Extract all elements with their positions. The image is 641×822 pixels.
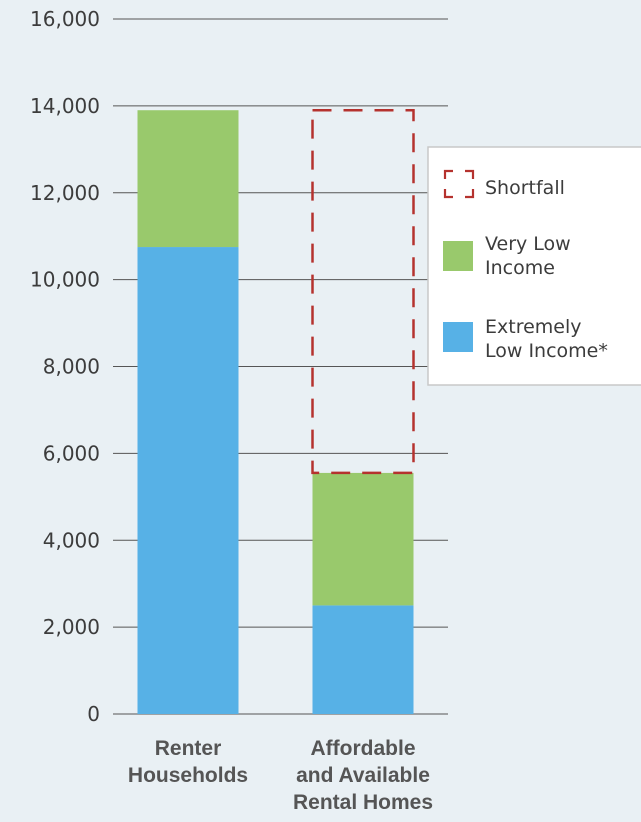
bar-segment: [137, 247, 239, 714]
category-label-line: Households: [128, 764, 248, 787]
category-label: Renter Households: [128, 737, 248, 787]
category-label-line: Affordable: [311, 737, 416, 760]
legend-label-line: Income: [485, 257, 555, 279]
legend-swatch-shortfall: [443, 169, 475, 199]
legend-label-line: Low Income*: [485, 340, 608, 362]
legend-label-line: Extremely: [485, 316, 582, 338]
y-tick-label: 4,000: [43, 528, 100, 552]
bar-segment: [312, 472, 414, 606]
legend: Shortfall Very Low Income Extremely Low Inco…: [427, 146, 641, 386]
bar-segment: [137, 110, 239, 248]
legend-label-line: Very Low: [485, 233, 571, 255]
y-tick-label: 10,000: [30, 268, 100, 292]
legend-label: Shortfall: [485, 177, 565, 199]
legend-label: Extremely Low Income*: [485, 316, 608, 362]
x-axis-category-labels: Renter Households Affordable and Available R…: [128, 737, 433, 814]
category-label: Affordable and Available Rental Homes: [293, 737, 433, 814]
category-label-line: Rental Homes: [293, 791, 433, 814]
y-tick-label: 12,000: [30, 181, 100, 205]
legend-label-line: Shortfall: [485, 177, 565, 199]
legend-label: Very Low Income: [485, 233, 571, 279]
y-axis-tick-labels: 0 2,000 4,000 6,000 8,000 10,000 12,000 14,000 1…: [30, 7, 100, 726]
y-tick-label: 8,000: [43, 355, 100, 379]
shortfall-box: [311, 108, 415, 475]
legend-swatch: [443, 322, 473, 352]
y-tick-label: 14,000: [30, 94, 100, 118]
bar-segment: [312, 605, 414, 714]
category-label-line: Renter: [155, 737, 222, 760]
category-label-line: and Available: [296, 764, 430, 787]
y-tick-label: 2,000: [43, 615, 100, 639]
legend-swatch: [443, 241, 473, 271]
y-tick-label: 6,000: [43, 441, 100, 465]
bars: [137, 108, 415, 714]
y-tick-label: 0: [87, 702, 100, 726]
y-tick-label: 16,000: [30, 7, 100, 31]
